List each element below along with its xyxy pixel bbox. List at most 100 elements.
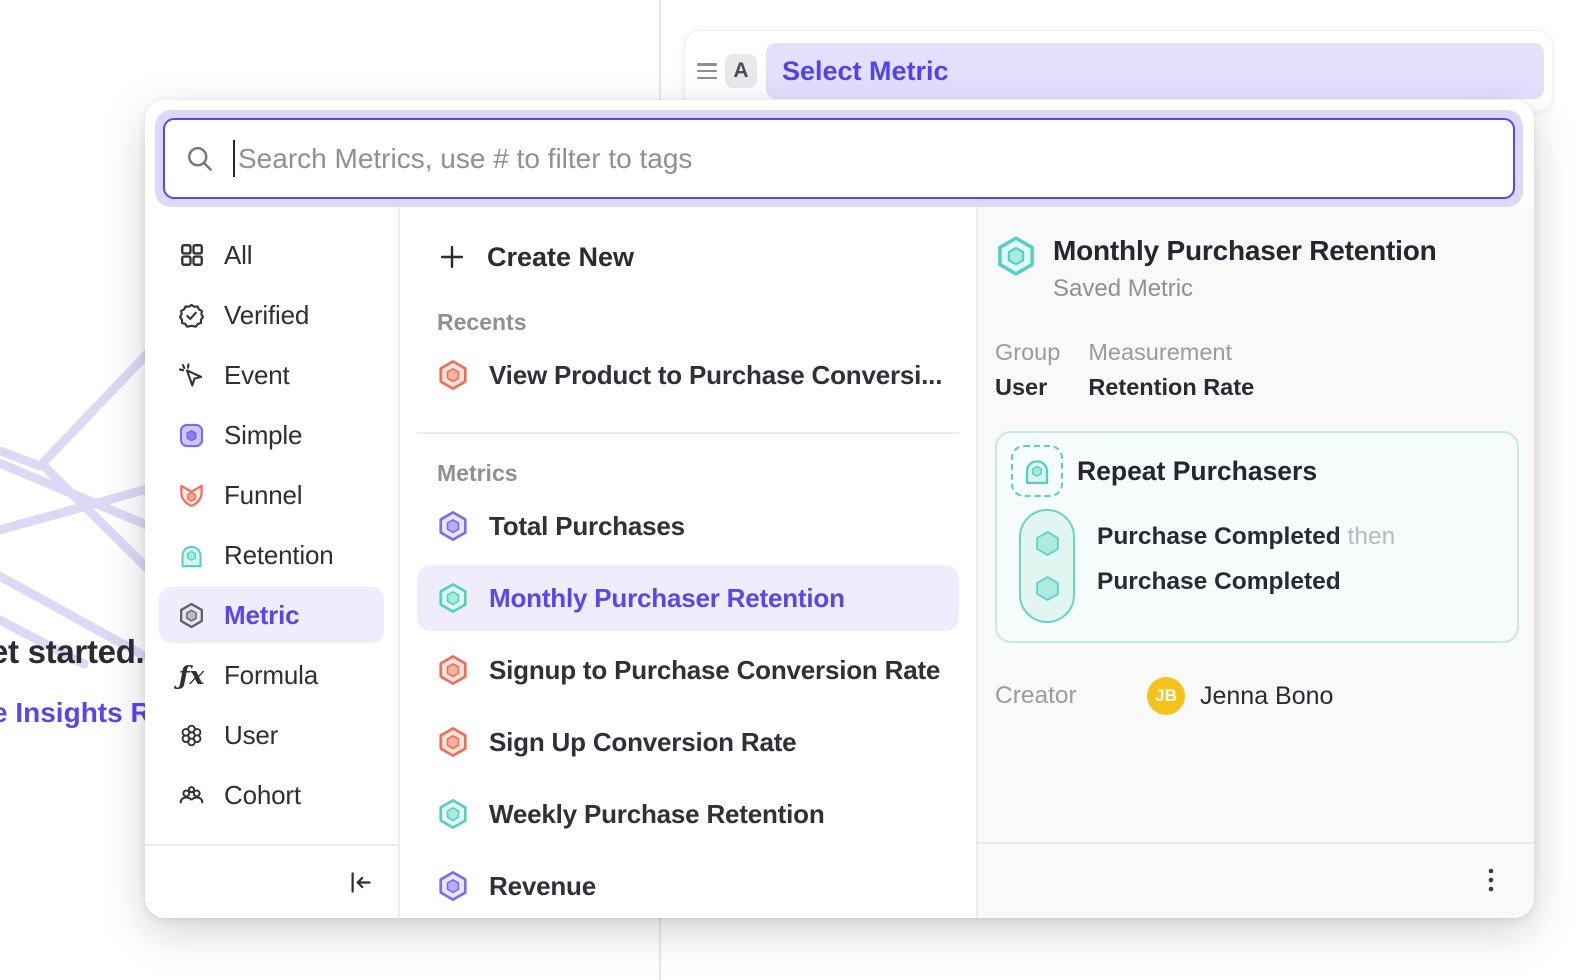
sidebar-item-metric[interactable]: Metric xyxy=(159,587,384,643)
sidebar-item-label: Event xyxy=(224,360,290,391)
metric-list-item[interactable]: View Product to Purchase Conversi... xyxy=(417,342,959,408)
retention-metric-icon xyxy=(1011,445,1063,497)
metric-list-item[interactable]: Signup to Purchase Conversion Rate xyxy=(417,637,959,703)
sidebar-item-label: Verified xyxy=(224,300,309,331)
step-connector: then xyxy=(1348,523,1396,550)
sidebar-item-label: Simple xyxy=(224,420,302,451)
app-canvas: et started. e Insights Re A Select Metri… xyxy=(0,0,1576,980)
select-metric-label: Select Metric xyxy=(782,56,949,87)
row-label-badge: A xyxy=(725,54,757,88)
sidebar-item-label: Funnel xyxy=(224,480,302,511)
sidebar-item-label: All xyxy=(224,240,252,271)
metric-item-label: Monthly Purchaser Retention xyxy=(489,583,845,614)
metric-picker-dialog: All Verified Event Simple Funnel Retenti… xyxy=(145,100,1534,918)
creator-name: Jenna Bono xyxy=(1200,682,1333,711)
field-label: Group xyxy=(995,339,1060,366)
verified-badge-icon xyxy=(178,302,205,329)
teal-hexagon-icon xyxy=(437,798,469,830)
section-divider xyxy=(417,432,959,434)
grid-icon xyxy=(178,242,205,269)
metric-item-label: View Product to Purchase Conversi... xyxy=(489,360,942,391)
metric-hexagon-icon xyxy=(995,235,1037,277)
search-input[interactable] xyxy=(238,143,1513,175)
collapse-sidebar-button[interactable] xyxy=(347,869,374,896)
step-event-name: Purchase Completed xyxy=(1097,568,1341,595)
section-label: Recents xyxy=(417,309,959,336)
sidebar-item-formula[interactable]: ƒx Formula xyxy=(159,647,384,703)
search-icon xyxy=(185,144,215,174)
metric-list-item[interactable]: Weekly Purchase Retention xyxy=(417,781,959,847)
text-cursor xyxy=(233,140,235,177)
select-metric-button[interactable]: Select Metric xyxy=(766,43,1544,99)
field-value: Retention Rate xyxy=(1088,374,1254,401)
sidebar-item-cohort[interactable]: Cohort xyxy=(159,767,384,823)
step-event-name: Purchase Completed xyxy=(1097,523,1341,550)
create-new-button[interactable]: Create New xyxy=(417,231,959,283)
detail-field: Group User xyxy=(995,339,1060,401)
section-label: Metrics xyxy=(417,460,959,487)
sidebar-item-funnel[interactable]: Funnel xyxy=(159,467,384,523)
detail-subtitle: Saved Metric xyxy=(1053,275,1437,303)
metric-detail-panel: Monthly Purchaser Retention Saved Metric… xyxy=(978,207,1534,918)
background-headline: et started. xyxy=(0,633,144,671)
coral-hexagon-icon xyxy=(437,726,469,758)
coral-hexagon-icon xyxy=(437,359,469,391)
field-label: Measurement xyxy=(1088,339,1254,366)
purple-hexagon-icon xyxy=(437,870,469,902)
kebab-menu-icon xyxy=(1478,866,1504,896)
retention-metric-icon xyxy=(178,542,205,569)
metric-hexagon-icon xyxy=(178,602,205,629)
sidebar-item-label: User xyxy=(224,720,278,751)
sidebar-item-retention[interactable]: Retention xyxy=(159,527,384,583)
event-cursor-icon xyxy=(178,362,205,389)
create-new-label: Create New xyxy=(487,242,634,273)
creator-avatar: JB xyxy=(1147,677,1185,715)
coral-hexagon-icon xyxy=(437,654,469,686)
search-focus-ring xyxy=(155,110,1523,207)
sidebar-item-label: Metric xyxy=(224,600,299,631)
category-sidebar: All Verified Event Simple Funnel Retenti… xyxy=(145,207,400,918)
sidebar-item-event[interactable]: Event xyxy=(159,347,384,403)
sidebar-item-user[interactable]: User xyxy=(159,707,384,763)
metric-item-label: Revenue xyxy=(489,871,596,902)
field-value: User xyxy=(995,374,1060,401)
metric-item-label: Weekly Purchase Retention xyxy=(489,799,825,830)
detail-field: Measurement Retention Rate xyxy=(1088,339,1254,401)
metric-list-item[interactable]: Monthly Purchaser Retention xyxy=(417,565,959,631)
sidebar-item-all[interactable]: All xyxy=(159,227,384,283)
metric-item-label: Signup to Purchase Conversion Rate xyxy=(489,655,940,686)
detail-footer xyxy=(978,842,1534,918)
teal-hexagon-icon xyxy=(437,582,469,614)
sidebar-footer xyxy=(145,844,398,918)
definition-title: Repeat Purchasers xyxy=(1077,456,1317,487)
metric-list-column: Create New Recents View Product to Purch… xyxy=(400,207,978,918)
sequence-step: Purchase Completed then xyxy=(1097,523,1395,551)
plus-icon xyxy=(438,243,466,271)
sequence-step: Purchase Completed xyxy=(1097,568,1395,596)
background-link[interactable]: e Insights Re xyxy=(0,697,166,729)
sidebar-item-label: Cohort xyxy=(224,780,301,811)
user-cluster-icon xyxy=(178,722,205,749)
drag-handle-icon[interactable] xyxy=(697,63,717,79)
metric-list-item[interactable]: Revenue xyxy=(417,853,959,918)
search-field xyxy=(163,118,1515,199)
formula-icon: ƒx xyxy=(178,662,205,689)
cohort-people-icon xyxy=(178,782,205,809)
metric-definition-card: Repeat Purchasers Purchase Completed the… xyxy=(995,431,1519,643)
sidebar-item-verified[interactable]: Verified xyxy=(159,287,384,343)
more-options-button[interactable] xyxy=(1478,866,1504,896)
metric-list-item[interactable]: Sign Up Conversion Rate xyxy=(417,709,959,775)
sidebar-item-label: Formula xyxy=(224,660,318,691)
event-sequence-capsule xyxy=(1019,509,1075,623)
purple-hexagon-icon xyxy=(437,510,469,542)
metric-item-label: Sign Up Conversion Rate xyxy=(489,727,796,758)
creator-label: Creator xyxy=(995,682,1113,710)
sidebar-item-simple[interactable]: Simple xyxy=(159,407,384,463)
simple-metric-icon xyxy=(178,422,205,449)
sidebar-item-label: Retention xyxy=(224,540,334,571)
metric-list-item[interactable]: Total Purchases xyxy=(417,493,959,559)
collapse-left-icon xyxy=(347,869,374,896)
detail-title: Monthly Purchaser Retention xyxy=(1053,235,1437,267)
funnel-metric-icon xyxy=(178,482,205,509)
metric-item-label: Total Purchases xyxy=(489,511,685,542)
